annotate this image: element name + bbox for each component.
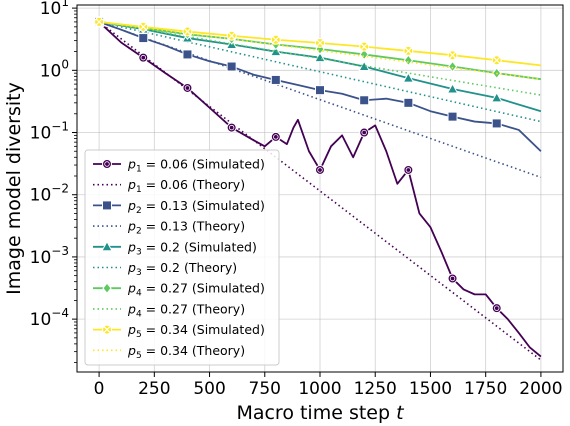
data-point [403, 164, 414, 175]
x-tick-label: 1500 [409, 379, 452, 399]
x-tick-label: 750 [249, 379, 281, 399]
legend-label: p5 = 0.34 (Theory) [127, 343, 245, 361]
data-point [403, 54, 414, 67]
x-tick-label: 500 [193, 379, 225, 399]
legend-entry-theory-3: p3 = 0.2 (Theory) [93, 260, 237, 278]
y-tick-label: 101 [40, 0, 69, 19]
data-point [359, 41, 370, 52]
series-layer [93, 15, 542, 361]
data-point [447, 273, 458, 284]
data-point [491, 55, 502, 66]
data-point [226, 61, 237, 72]
data-point [102, 282, 112, 295]
data-point [403, 97, 414, 108]
simulated-line-series-1 [98, 21, 542, 358]
legend-entry-sim-4: p4 = 0.27 (Simulated) [93, 281, 265, 299]
y-tick-label: 10−3 [30, 244, 69, 268]
data-point [226, 122, 237, 133]
data-point [447, 60, 458, 73]
legend-entry-sim-3: p3 = 0.2 (Simulated) [93, 239, 257, 257]
x-tick-label: 1000 [298, 379, 341, 399]
theory-line-series-1 [98, 21, 542, 361]
legend-entry-sim-2: p2 = 0.13 (Simulated) [93, 198, 265, 216]
theory-line-series-2 [98, 21, 542, 179]
legend-label: p3 = 0.2 (Theory) [127, 260, 237, 278]
data-point [359, 48, 369, 61]
data-point [101, 240, 113, 252]
data-point [226, 30, 237, 41]
data-point [491, 303, 502, 314]
legend-label: p4 = 0.27 (Simulated) [127, 281, 265, 299]
legend-label: p1 = 0.06 (Simulated) [127, 157, 265, 175]
axis-ticks: 0 250 500 750 1000 1250 1500 1750 2000 101 100 10−1… [30, 0, 563, 399]
data-point [138, 33, 149, 44]
legend-entry-sim-5: p5 = 0.34 (Simulated) [93, 322, 265, 340]
data-point [447, 111, 458, 122]
legend-label: p2 = 0.13 (Simulated) [127, 198, 265, 216]
data-point [102, 159, 112, 169]
data-point [138, 21, 149, 32]
x-tick-label: 0 [94, 379, 105, 399]
data-point [315, 164, 325, 175]
data-point [359, 127, 370, 138]
data-point [102, 324, 112, 335]
data-point [490, 91, 503, 103]
legend-label: p1 = 0.06 (Theory) [127, 177, 245, 195]
x-tick-label: 250 [138, 379, 170, 399]
x-tick-label: 1250 [354, 379, 397, 399]
legend-label: p2 = 0.13 (Theory) [127, 219, 245, 237]
x-tick-label: 2000 [519, 379, 562, 399]
data-point [359, 95, 370, 106]
data-point [270, 34, 281, 45]
data-point [102, 200, 112, 211]
data-point [182, 26, 193, 37]
grid [77, 5, 563, 372]
legend-entry-theory-2: p2 = 0.13 (Theory) [93, 219, 245, 237]
data-point [314, 51, 326, 63]
y-tick-label: 100 [40, 57, 69, 81]
data-point [138, 52, 149, 63]
legend-label: p3 = 0.2 (Simulated) [127, 239, 257, 257]
legend-entry-theory-1: p1 = 0.06 (Theory) [93, 177, 245, 195]
data-point [446, 83, 459, 94]
legend-entry-theory-5: p5 = 0.34 (Theory) [93, 343, 245, 361]
data-point [402, 72, 415, 83]
data-point [491, 118, 502, 129]
data-point [182, 49, 193, 60]
y-tick-label: 10−1 [30, 120, 69, 144]
data-point [315, 43, 325, 55]
y-tick-label: 10−4 [30, 306, 69, 330]
data-point [403, 45, 414, 56]
data-point [94, 16, 105, 27]
data-point [270, 131, 281, 142]
data-point [447, 50, 458, 61]
legend-label: p4 = 0.27 (Theory) [127, 301, 245, 319]
theory-line-series-3 [98, 21, 542, 123]
y-tick-label: 10−2 [30, 182, 69, 206]
legend-label: p5 = 0.34 (Simulated) [127, 322, 265, 340]
x-tick-label: 1750 [464, 379, 507, 399]
data-point [315, 85, 325, 96]
data-point [182, 82, 193, 93]
x-axis-label: Macro time step t [236, 402, 405, 424]
data-point [270, 74, 281, 85]
legend-entry-sim-1: p1 = 0.06 (Simulated) [93, 157, 265, 175]
data-point [315, 37, 325, 48]
legend-box [84, 149, 280, 366]
legend: p1 = 0.06 (Simulated) p1 = 0.06 (Theory) p… [84, 149, 280, 366]
legend-entry-theory-4: p4 = 0.27 (Theory) [93, 301, 245, 319]
y-axis-label: Image model diversity [3, 82, 25, 295]
